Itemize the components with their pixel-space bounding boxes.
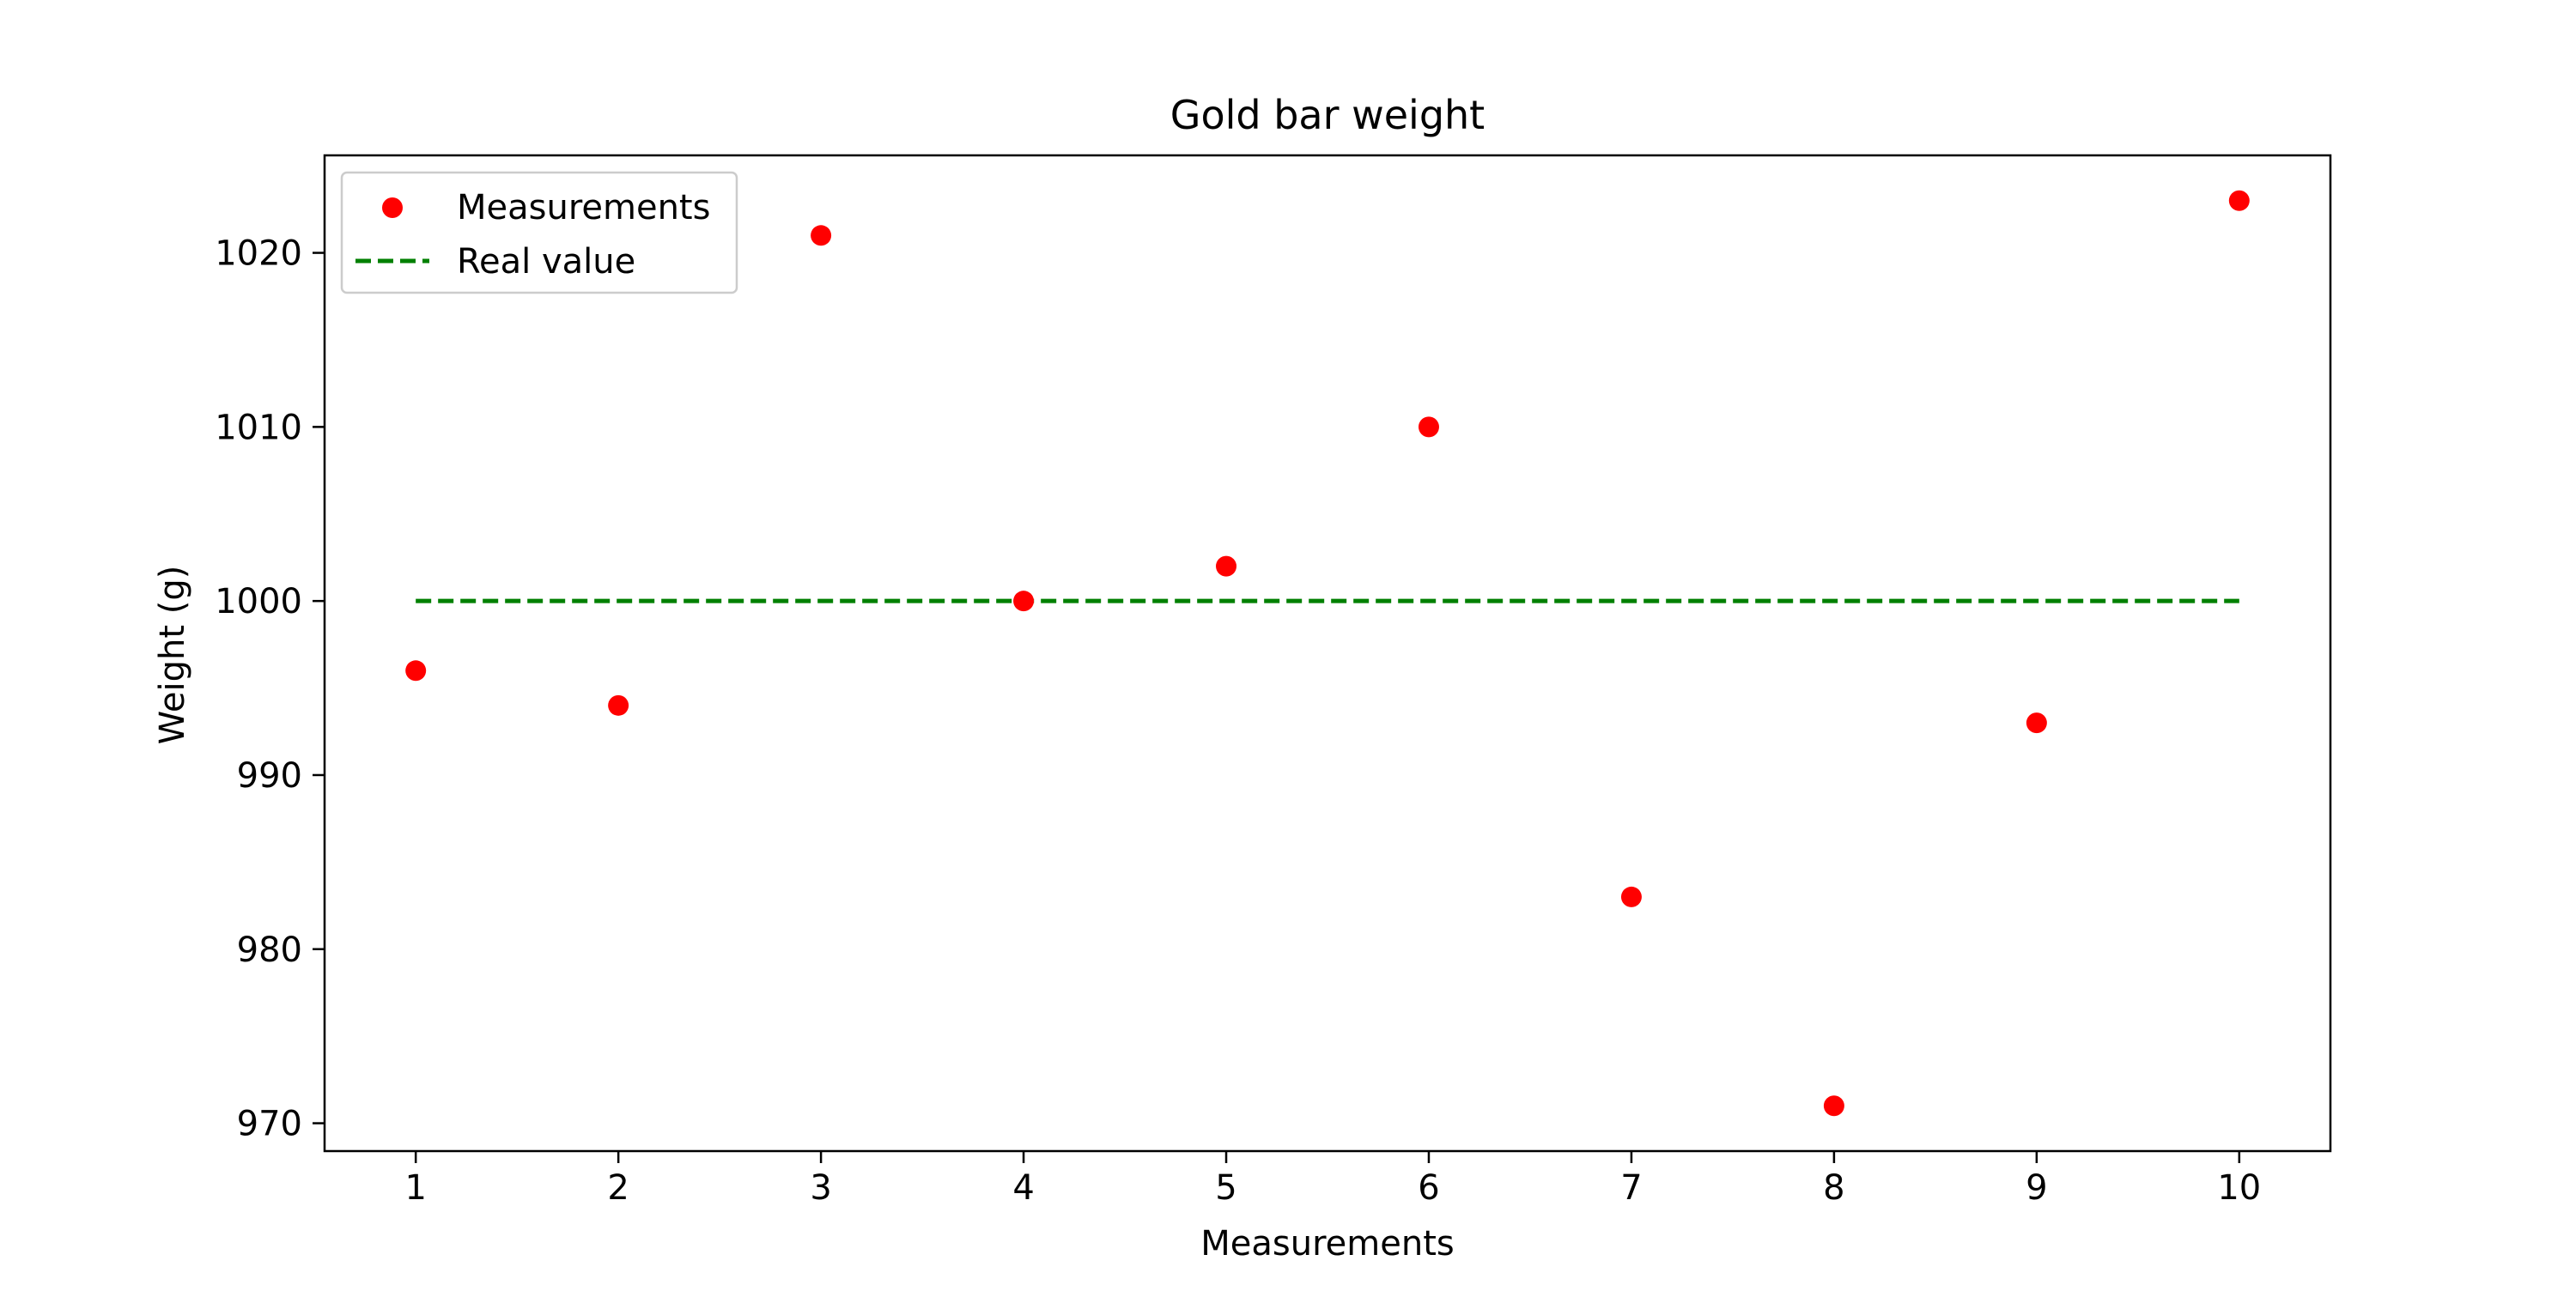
y-tick-label: 1000 xyxy=(215,582,302,621)
x-tick-label: 3 xyxy=(810,1168,831,1208)
x-axis: 1 2 3 4 5 6 7 8 9 10 xyxy=(404,1151,2261,1208)
y-tick-label: 980 xyxy=(237,930,302,970)
measurement-point xyxy=(811,225,832,246)
x-tick-label: 2 xyxy=(607,1168,629,1208)
chart-title: Gold bar weight xyxy=(1170,92,1485,138)
y-tick-label: 990 xyxy=(237,756,302,796)
legend-marker-measurements xyxy=(382,197,403,218)
measurement-point xyxy=(1823,1095,1844,1117)
x-tick-label: 8 xyxy=(1823,1168,1844,1208)
measurement-point xyxy=(608,694,629,716)
y-tick-label: 970 xyxy=(237,1105,302,1144)
legend-label-measurements: Measurements xyxy=(457,188,710,227)
y-tick-label: 1010 xyxy=(215,408,302,447)
measurement-point xyxy=(1216,555,1237,577)
x-tick-label: 10 xyxy=(2217,1168,2261,1208)
legend: Measurements Real value xyxy=(340,171,738,294)
x-tick-label: 5 xyxy=(1215,1168,1236,1208)
x-tick-label: 9 xyxy=(2026,1168,2047,1208)
legend-label-real-value: Real value xyxy=(457,242,635,282)
plot-frame xyxy=(323,154,2332,1153)
y-axis-label: Weight (g) xyxy=(153,566,192,745)
measurement-point xyxy=(405,660,427,682)
measurement-point xyxy=(1013,591,1035,612)
measurement-point xyxy=(1418,416,1439,438)
y-tick-label: 1020 xyxy=(215,234,302,274)
x-tick-label: 1 xyxy=(404,1168,426,1208)
measurement-point xyxy=(1620,886,1642,907)
x-tick-label: 6 xyxy=(1418,1168,1439,1208)
x-tick-label: 4 xyxy=(1012,1168,1034,1208)
measurement-point xyxy=(2228,190,2250,211)
plot-area xyxy=(405,190,2250,1117)
x-axis-label: Measurements xyxy=(1200,1224,1454,1264)
x-tick-label: 7 xyxy=(1620,1168,1642,1208)
y-axis: 970 980 990 1000 1010 1020 xyxy=(215,234,325,1144)
legend-box xyxy=(340,171,738,294)
measurement-point xyxy=(2026,712,2047,734)
